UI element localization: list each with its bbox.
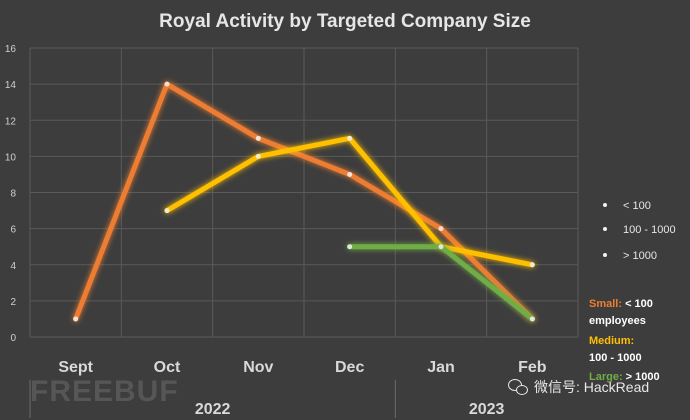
data-point [255, 153, 261, 159]
year-label-2023: 2023 [469, 401, 505, 418]
x-tick-label: Dec [335, 359, 364, 376]
y-tick-label: 2 [10, 297, 16, 308]
legend-marker [603, 227, 607, 231]
wechat-icon [508, 379, 528, 395]
note-small: Small: < 100 employees [589, 296, 653, 330]
watermark-freebuf: FREEBUF [30, 375, 179, 408]
note-large: Large: > 1000 [589, 369, 660, 386]
data-point [529, 262, 535, 268]
watermark-wechat: 微信号: HackRead [508, 377, 649, 397]
y-tick-label: 14 [5, 80, 17, 91]
note-large-label: Large: [589, 371, 623, 383]
data-point [438, 244, 444, 250]
data-point [529, 316, 535, 322]
legend-marker [603, 203, 607, 207]
data-point [164, 208, 170, 214]
x-tick-label: Jan [427, 359, 455, 376]
note-small-text: < 100 [622, 298, 653, 310]
note-medium-text: 100 - 1000 [589, 352, 642, 364]
x-tick-label: Feb [518, 359, 547, 376]
data-point [255, 135, 261, 141]
y-tick-label: 4 [10, 261, 16, 272]
series-line-0 [73, 81, 535, 322]
note-small-label: Small: [589, 298, 623, 310]
data-point [73, 316, 79, 322]
legend-label: 100 - 1000 [623, 224, 676, 236]
year-label-2022: 2022 [195, 401, 231, 418]
y-tick-label: 16 [5, 44, 17, 55]
legend-label: < 100 [623, 200, 651, 212]
x-tick-label: Sept [58, 359, 93, 376]
chart-title: Royal Activity by Targeted Company Size [159, 11, 531, 32]
note-large-text: > 1000 [622, 371, 660, 383]
note-medium-label: Medium: [589, 335, 635, 347]
y-tick-label: 10 [5, 152, 17, 163]
watermark-wechat-text: 微信号: HackRead [534, 379, 650, 395]
legend-label: > 1000 [623, 250, 657, 262]
y-tick-label: 12 [5, 116, 17, 127]
data-point [438, 226, 444, 232]
y-tick-label: 6 [10, 225, 16, 236]
data-point [347, 244, 353, 250]
y-tick-label: 8 [10, 189, 16, 200]
x-tick-label: Nov [243, 359, 273, 376]
note-medium: Medium: 100 - 1000 [589, 333, 642, 367]
y-tick-label: 0 [10, 333, 16, 344]
data-point [347, 135, 353, 141]
data-point [164, 81, 170, 87]
x-tick-label: Oct [154, 359, 181, 376]
data-point [347, 171, 353, 177]
note-small-text2: employees [589, 315, 646, 327]
legend-marker [603, 253, 607, 257]
